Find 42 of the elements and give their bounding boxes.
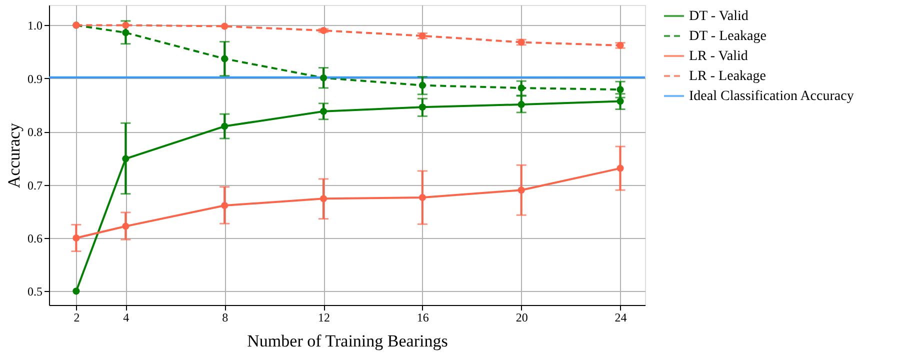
y-tick-label: 0.8: [28, 125, 42, 140]
point: [616, 164, 624, 172]
point: [72, 234, 80, 242]
point: [221, 122, 228, 130]
x-tick-label: 16: [416, 310, 429, 324]
legend-label: LR - Leakage: [689, 69, 766, 84]
x-tick-label: 24: [614, 310, 627, 324]
y-axis-title: Accuracy: [4, 122, 24, 188]
point: [616, 98, 624, 105]
legend-label: Ideal Classification Accuracy: [689, 89, 854, 104]
point: [122, 155, 130, 162]
y-tick-label: 1.0: [28, 18, 42, 33]
legend-label: LR - Valid: [689, 49, 748, 64]
point: [320, 195, 328, 202]
legend-label: DT - Leakage: [689, 29, 766, 44]
y-tick-label: 0.6: [28, 231, 42, 246]
point: [518, 100, 525, 108]
point: [518, 84, 525, 92]
point: [518, 186, 525, 194]
x-axis-title: Number of Training Bearings: [247, 332, 448, 350]
x-tick-label: 12: [318, 310, 330, 324]
point: [418, 82, 426, 89]
point: [320, 74, 328, 82]
point: [418, 104, 426, 111]
point: [418, 194, 426, 202]
legend-label: DT - Valid: [689, 9, 748, 24]
x-tick-label: 4: [123, 310, 130, 324]
point: [122, 222, 130, 230]
x-tick-label: 2: [74, 310, 80, 324]
point: [221, 22, 228, 30]
point: [72, 288, 80, 295]
point: [122, 22, 130, 29]
point: [221, 55, 228, 62]
x-tick-label: 20: [516, 310, 528, 324]
point: [221, 202, 228, 210]
y-tick-label: 0.5: [28, 284, 42, 299]
point: [320, 108, 328, 115]
y-tick-label: 0.9: [28, 72, 42, 86]
y-tick-label: 0.7: [28, 178, 42, 192]
point: [122, 29, 130, 36]
x-tick-label: 8: [222, 310, 228, 324]
point: [616, 86, 624, 94]
